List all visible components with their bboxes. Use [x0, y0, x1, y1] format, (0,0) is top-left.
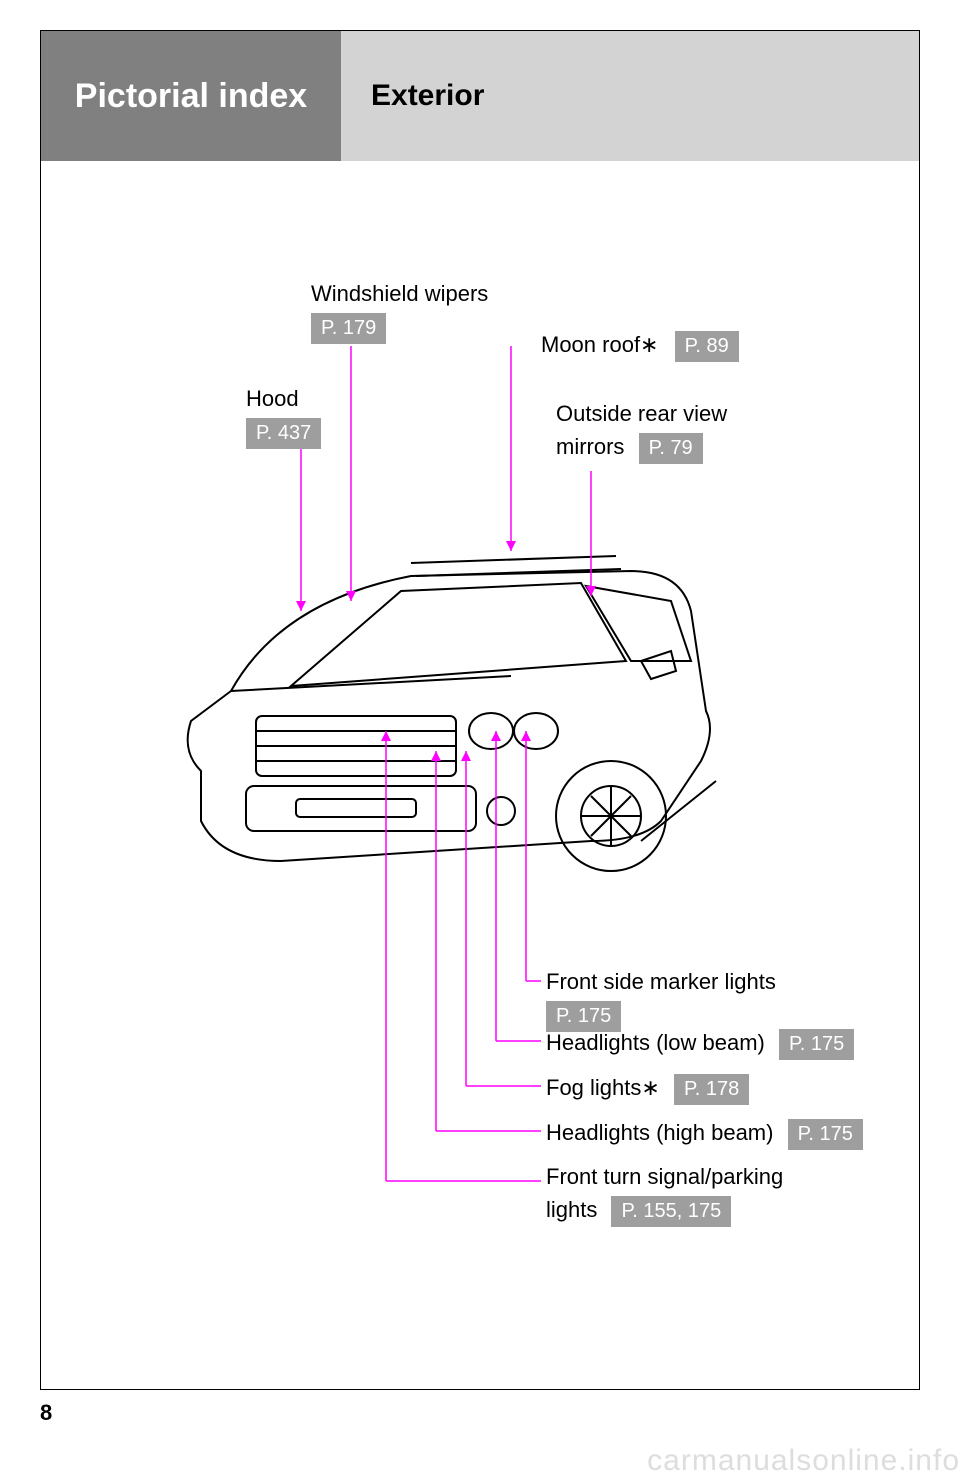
page-ref: P. 175: [779, 1029, 854, 1060]
label-text: Hood: [246, 386, 321, 412]
header-left-title: Pictorial index: [75, 77, 307, 116]
label-line1: Front turn signal/parking: [546, 1164, 886, 1190]
page-ref: P. 179: [311, 313, 386, 344]
callout-front-side-marker: Front side marker lights P. 175: [546, 969, 886, 1032]
label-text: Moon roof∗: [541, 332, 659, 357]
header-tab-right: Exterior: [341, 31, 919, 161]
page-ref: P. 89: [675, 331, 739, 362]
label-text: Front side marker lights: [546, 969, 886, 995]
callout-moon-roof: Moon roof∗ P. 89: [541, 331, 739, 362]
page-ref: P. 178: [674, 1074, 749, 1105]
header-tab-left: Pictorial index: [41, 31, 341, 161]
callout-windshield-wipers: Windshield wipers P. 179: [311, 281, 561, 344]
callout-headlights-high: Headlights (high beam) P. 175: [546, 1119, 863, 1150]
label-text: Headlights (high beam): [546, 1120, 773, 1145]
watermark: carmanualsonline.info: [647, 1444, 960, 1478]
vehicle-illustration: [161, 521, 721, 901]
page-ref: P. 155, 175: [611, 1196, 731, 1227]
label-text: Headlights (low beam): [546, 1030, 765, 1055]
label-line2: lights: [546, 1197, 597, 1222]
label-line1: Outside rear view: [556, 401, 816, 427]
page-ref: P. 79: [639, 433, 703, 464]
callout-turn-signal: Front turn signal/parking lights P. 155,…: [546, 1164, 886, 1227]
label-text: Fog lights∗: [546, 1075, 660, 1100]
page-number: 8: [40, 1400, 52, 1426]
page-ref: P. 437: [246, 418, 321, 449]
callout-rear-view-mirrors: Outside rear view mirrors P. 79: [556, 401, 816, 464]
page-ref: P. 175: [546, 1001, 621, 1032]
header-right-title: Exterior: [371, 79, 484, 113]
label-text: Windshield wipers: [311, 281, 561, 307]
callout-fog-lights: Fog lights∗ P. 178: [546, 1074, 749, 1105]
callout-hood: Hood P. 437: [246, 386, 321, 449]
page-frame: Pictorial index Exterior: [40, 30, 920, 1390]
label-line2: mirrors: [556, 434, 624, 459]
page-ref: P. 175: [788, 1119, 863, 1150]
callout-headlights-low: Headlights (low beam) P. 175: [546, 1029, 854, 1060]
